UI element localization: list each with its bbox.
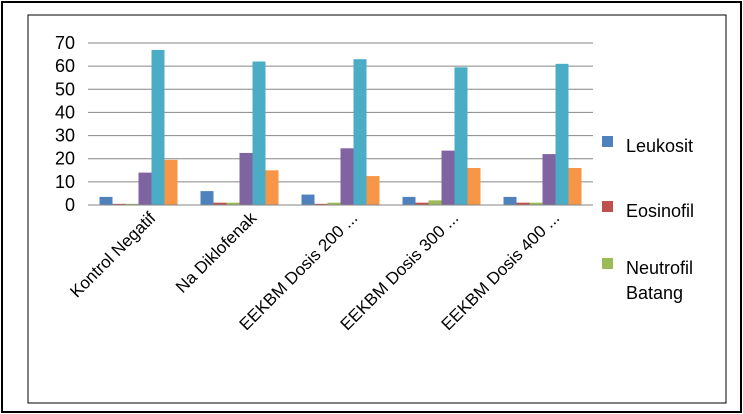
bar-series-1-eekbm-dosis-200	[314, 203, 328, 205]
bar-series-2-eekbm-dosis-300	[428, 200, 442, 205]
bar-series-0-eekbm-dosis-300	[402, 196, 416, 205]
legend-swatch	[602, 258, 613, 269]
chart-inner-border	[27, 14, 727, 404]
legend-label: Eosinofil	[626, 201, 694, 221]
bar-series-0-eekbm-dosis-400	[503, 196, 517, 205]
bar-series-3-kontrol-negatif	[138, 172, 152, 205]
bar-series-0-na-diklofenak	[200, 191, 214, 205]
bar-series-4-na-diklofenak	[252, 61, 266, 206]
bar-series-3-eekbm-dosis-200	[340, 148, 354, 205]
legend-label: Neutrofil Batang	[626, 258, 693, 303]
bar-series-0-kontrol-negatif	[99, 196, 113, 205]
bar-series-1-na-diklofenak	[213, 202, 227, 205]
y-tick-label: 20	[55, 149, 75, 169]
bar-series-5-eekbm-dosis-200	[366, 176, 380, 205]
bar-series-4-eekbm-dosis-200	[353, 59, 367, 206]
bar-series-4-eekbm-dosis-300	[454, 67, 468, 205]
y-tick-label: 10	[55, 172, 75, 192]
y-axis-ticks: 0 10 20 30 40 50 60 70	[55, 33, 75, 215]
bar-series-5-kontrol-negatif	[164, 159, 178, 205]
bar-series-2-na-diklofenak	[226, 202, 240, 205]
y-tick-label: 60	[55, 56, 75, 76]
bar-series-2-eekbm-dosis-200	[327, 202, 341, 205]
bar-series-0-eekbm-dosis-200	[301, 194, 315, 205]
bar-series-1-kontrol-negatif	[112, 203, 126, 205]
y-tick-label: 50	[55, 79, 75, 99]
bar-series-3-eekbm-dosis-400	[542, 154, 556, 205]
bar-series-4-eekbm-dosis-400	[555, 63, 569, 205]
bar-series-5-eekbm-dosis-300	[467, 167, 481, 205]
bar-series-5-na-diklofenak	[265, 170, 279, 205]
bar-series-3-eekbm-dosis-300	[441, 150, 455, 205]
bar-series-1-eekbm-dosis-400	[516, 202, 530, 205]
y-tick-label: 0	[65, 195, 75, 215]
bar-series-1-eekbm-dosis-300	[415, 202, 429, 205]
bar-series-4-kontrol-negatif	[151, 49, 165, 205]
y-tick-label: 40	[55, 102, 75, 122]
y-tick-label: 70	[55, 33, 75, 53]
bar-series-2-kontrol-negatif	[125, 203, 139, 205]
legend-label: Leukosit	[626, 136, 693, 156]
legend: Leukosit Eosinofil Neutrofil Batang	[602, 136, 694, 303]
bar-series-2-eekbm-dosis-400	[529, 202, 543, 205]
bars	[99, 49, 582, 206]
legend-swatch	[602, 201, 613, 212]
y-tick-label: 30	[55, 126, 75, 146]
legend-swatch	[602, 136, 613, 147]
bar-series-5-eekbm-dosis-400	[568, 167, 582, 205]
bar-series-3-na-diklofenak	[239, 152, 253, 205]
